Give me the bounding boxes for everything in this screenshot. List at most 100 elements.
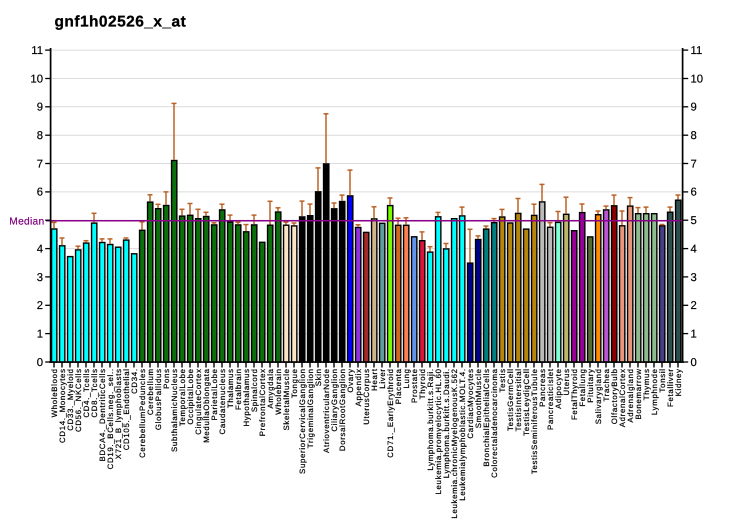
svg-text:6: 6 [691, 187, 697, 199]
svg-text:Pituitary: Pituitary [586, 368, 595, 402]
svg-text:PancreaticIslet: PancreaticIslet [546, 368, 555, 430]
svg-text:Trachea: Trachea [602, 368, 611, 401]
svg-text:Median: Median [9, 217, 44, 228]
svg-text:10: 10 [691, 73, 704, 85]
svg-text:Prostate: Prostate [410, 368, 419, 403]
svg-text:1: 1 [37, 328, 43, 340]
svg-text:BronchialEpithelialCells: BronchialEpithelialCells [482, 368, 491, 466]
svg-text:OccipitalLobe: OccipitalLobe [186, 368, 195, 424]
svg-text:Hypothalamus: Hypothalamus [242, 368, 251, 426]
svg-text:Lymphoma.burkitt.s.Daudi.: Lymphoma.burkitt.s.Daudi. [442, 368, 451, 478]
svg-text:TestisLeydigCell: TestisLeydigCell [522, 368, 531, 436]
svg-text:DorsalRootGanglion: DorsalRootGanglion [338, 368, 347, 451]
svg-text:GlobusPallidus: GlobusPallidus [154, 368, 163, 430]
svg-text:ParietalLobe: ParietalLobe [210, 368, 219, 420]
svg-text:2: 2 [691, 300, 697, 312]
svg-text:Lymphoma.burkitt.s.Raji.: Lymphoma.burkitt.s.Raji. [426, 368, 435, 470]
svg-text:Thyroid: Thyroid [418, 368, 427, 399]
svg-text:Thymus: Thymus [642, 368, 651, 400]
svg-text:0: 0 [691, 357, 697, 369]
svg-text:3: 3 [37, 272, 43, 284]
svg-text:WholeBlood: WholeBlood [50, 368, 59, 417]
svg-text:Colorectaladenocarcinoma: Colorectaladenocarcinoma [490, 368, 499, 478]
svg-text:Tonsil: Tonsil [658, 368, 667, 392]
svg-text:Caudatenucleus: Caudatenucleus [218, 368, 227, 434]
svg-text:Lung: Lung [402, 368, 411, 388]
svg-text:Uterus: Uterus [562, 368, 571, 395]
svg-text:4: 4 [691, 243, 697, 255]
svg-text:CD34.: CD34. [130, 368, 139, 394]
svg-text:Cerebellum: Cerebellum [146, 368, 155, 415]
svg-text:FetalThyroid: FetalThyroid [570, 368, 579, 420]
svg-text:Thalamus: Thalamus [226, 368, 235, 408]
svg-text:Leukemialymphoblastic.MOLT.4.: Leukemialymphoblastic.MOLT.4. [458, 368, 467, 500]
svg-text:3: 3 [691, 272, 697, 284]
svg-text:Kidney: Kidney [674, 368, 683, 396]
svg-text:CD19._BCells.neg._sel..: CD19._BCells.neg._sel.. [106, 368, 115, 469]
svg-text:11: 11 [31, 45, 43, 57]
svg-text:5: 5 [691, 215, 697, 227]
svg-text:CingulateCortex: CingulateCortex [194, 368, 203, 434]
svg-text:Amygdala: Amygdala [266, 368, 275, 408]
svg-text:CD33._Myeloid: CD33._Myeloid [66, 368, 75, 430]
svg-text:8: 8 [37, 130, 43, 142]
svg-text:7: 7 [37, 158, 43, 170]
svg-text:TemporalLobe: TemporalLobe [178, 368, 187, 426]
svg-text:CD71._EarlyErythroid: CD71._EarlyErythroid [386, 368, 395, 457]
svg-text:Leukemia.chronicMyelogenousK.5: Leukemia.chronicMyelogenousK.562 [450, 368, 459, 518]
svg-text:Wholebrain: Wholebrain [274, 368, 283, 414]
svg-text:Tongue: Tongue [290, 368, 299, 398]
svg-text:8: 8 [691, 130, 697, 142]
svg-text:CardiacMyocytes: CardiacMyocytes [466, 368, 475, 438]
svg-text:Appendix: Appendix [354, 368, 363, 406]
svg-text:9: 9 [691, 102, 697, 114]
svg-text:1: 1 [691, 328, 697, 340]
svg-text:TrigeminalGanglion: TrigeminalGanglion [306, 368, 315, 448]
svg-text:Salivarygland: Salivarygland [594, 368, 603, 424]
svg-text:0: 0 [37, 357, 43, 369]
svg-text:Leukemia.promyelocytic.HL.60: Leukemia.promyelocytic.HL.60 [434, 368, 443, 494]
svg-text:TestisIntersitial: TestisIntersitial [514, 368, 523, 431]
svg-text:9: 9 [37, 102, 43, 114]
svg-text:2: 2 [37, 300, 43, 312]
svg-text:AtrioventricularNode: AtrioventricularNode [322, 368, 331, 453]
svg-text:TestisGermCell: TestisGermCell [506, 368, 515, 431]
svg-text:Lymphnode: Lymphnode [650, 368, 659, 415]
svg-text:PrefrontalCortex: PrefrontalCortex [258, 368, 267, 436]
svg-text:7: 7 [691, 158, 697, 170]
svg-text:CD8._Tcells: CD8._Tcells [90, 368, 99, 417]
svg-text:SubthalamicNucleus: SubthalamicNucleus [170, 368, 179, 452]
svg-text:10: 10 [30, 73, 43, 85]
svg-text:SmoothMuscle: SmoothMuscle [474, 368, 483, 428]
svg-text:4: 4 [37, 243, 43, 255]
svg-text:CerebellumPeduncles: CerebellumPeduncles [138, 368, 147, 458]
svg-text:X721_B_lymphoblasts: X721_B_lymphoblasts [114, 368, 123, 459]
svg-text:Testis: Testis [498, 368, 507, 392]
svg-text:Pancreas: Pancreas [538, 368, 547, 407]
svg-text:SkeletalMuscle: SkeletalMuscle [282, 368, 291, 430]
svg-text:Heart: Heart [370, 368, 379, 391]
svg-text:11: 11 [691, 45, 703, 57]
svg-text:TestisSeminiferousTubule: TestisSeminiferousTubule [530, 368, 539, 474]
svg-text:Spinalcord: Spinalcord [250, 368, 259, 412]
svg-text:Ovary: Ovary [346, 368, 355, 392]
svg-text:Fetalbrain: Fetalbrain [234, 368, 243, 410]
svg-text:CD105._Endothelial: CD105._Endothelial [122, 368, 131, 450]
svg-text:Pons: Pons [162, 368, 171, 389]
svg-text:Bonemarrow: Bonemarrow [634, 368, 643, 419]
svg-text:Adipocyte: Adipocyte [554, 368, 563, 409]
svg-text:6: 6 [37, 187, 43, 199]
svg-text:Fetallung: Fetallung [578, 368, 587, 406]
svg-text:CD14._Monocytes: CD14._Monocytes [58, 368, 67, 443]
svg-text:CD4._Tcells: CD4._Tcells [82, 368, 91, 417]
svg-text:Skin: Skin [314, 368, 323, 386]
svg-text:SuperiorCervicalGanglion: SuperiorCervicalGanglion [298, 368, 307, 474]
svg-text:Liver: Liver [378, 368, 387, 388]
svg-text:gnf1h02526_x_at: gnf1h02526_x_at [55, 13, 187, 30]
svg-text:Placenta: Placenta [394, 368, 403, 404]
svg-text:BDCA4._DentriticCells: BDCA4._DentriticCells [98, 368, 107, 461]
svg-text:CD56._NKCells: CD56._NKCells [74, 368, 83, 432]
svg-text:MedullaOblongata: MedullaOblongata [202, 368, 211, 443]
svg-text:Adrenalgland: Adrenalgland [626, 368, 635, 422]
svg-text:Fetalliver: Fetalliver [666, 368, 675, 407]
